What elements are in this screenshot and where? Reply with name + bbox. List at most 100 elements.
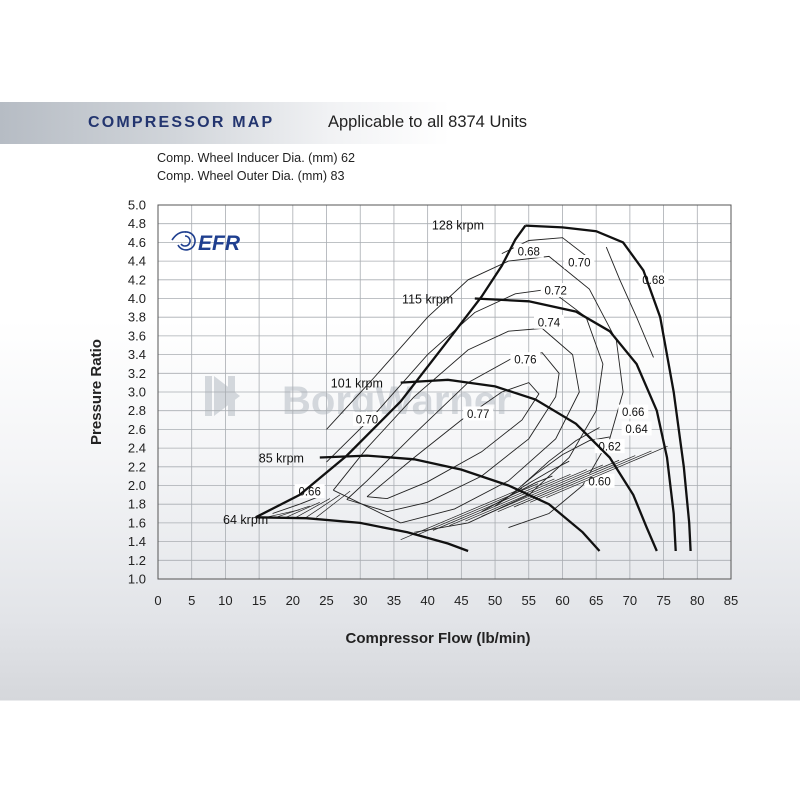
speed-line-label: 101 krpm <box>331 377 383 391</box>
efficiency-hatch-line <box>481 464 604 517</box>
efficiency-label: 0.77 <box>467 409 489 421</box>
inducer-diameter-spec: Comp. Wheel Inducer Dia. (mm) 62 <box>157 151 356 165</box>
x-tick-label: 20 <box>286 593 300 608</box>
y-tick-label: 3.6 <box>128 328 146 343</box>
x-tick-label: 75 <box>656 593 670 608</box>
efr-swirl-icon <box>171 231 196 251</box>
y-tick-label: 1.6 <box>128 515 146 530</box>
efficiency-hatch-line <box>432 478 555 531</box>
speed-line <box>474 297 677 552</box>
y-tick-label: 3.2 <box>128 366 146 381</box>
x-tick-label: 60 <box>555 593 569 608</box>
speed-line <box>255 516 469 553</box>
surge-line <box>255 224 527 519</box>
efficiency-hatch-line <box>275 505 310 518</box>
efficiency-label-bg <box>510 352 541 367</box>
efficiency-label: 0.74 <box>538 317 561 329</box>
efficiency-contour <box>346 352 560 513</box>
x-tick-label: 50 <box>488 593 502 608</box>
x-axis-title: Compressor Flow (lb/min) <box>345 630 530 647</box>
y-tick-label: 4.0 <box>128 291 146 306</box>
y-tick-label: 1.2 <box>128 553 146 568</box>
x-tick-label: 0 <box>154 593 161 608</box>
efficiency-label: 0.70 <box>356 415 378 427</box>
y-tick-label: 4.4 <box>128 254 146 269</box>
y-tick-label: 5.0 <box>128 198 146 213</box>
y-tick-label: 4.6 <box>128 235 146 250</box>
efr-logo: EFR <box>171 231 241 255</box>
x-tick-label: 55 <box>522 593 536 608</box>
efficiency-label: 0.66 <box>622 407 644 419</box>
borgwarner-logo-icon <box>205 376 240 416</box>
x-tick-label: 25 <box>319 593 333 608</box>
efficiency-label-bg <box>621 421 652 436</box>
y-tick-label: 1.0 <box>128 572 146 587</box>
y-tick-label: 2.4 <box>128 441 146 456</box>
efficiency-label: 0.62 <box>598 442 620 454</box>
axis-ticks: 0 5 10 15 20 25 30 35 40 45 50 55 60 65 70 75 80 85 1.0 1.2… <box>128 198 738 609</box>
efficiency-hatch-line <box>285 502 320 518</box>
y-tick-label: 1.4 <box>128 534 146 549</box>
y-axis-title: Pressure Ratio <box>88 339 105 445</box>
efficiency-hatch-line <box>296 498 331 518</box>
efficiency-contour <box>605 246 654 358</box>
efficiency-label-bg <box>463 406 494 421</box>
efficiency-label-bg <box>540 283 571 298</box>
efficiency-label-bg <box>584 473 615 488</box>
y-tick-label: 4.2 <box>128 272 146 287</box>
outer-diameter-spec: Comp. Wheel Outer Dia. (mm) 83 <box>157 169 345 183</box>
efficiency-label-bg <box>294 484 325 499</box>
y-tick-label: 2.0 <box>128 478 146 493</box>
efr-logo-text: EFR <box>198 232 241 255</box>
efficiency-hatch-line <box>449 473 571 527</box>
efficiency-label: 0.64 <box>625 424 648 436</box>
efficiency-hatch-line <box>529 450 652 503</box>
efficiency-hatch-line <box>400 487 523 541</box>
speed-line-label: 128 krpm <box>432 219 484 233</box>
efficiency-contour <box>326 255 624 529</box>
x-tick-label: 30 <box>353 593 367 608</box>
efficiency-label-bg <box>352 412 381 427</box>
x-tick-label: 80 <box>690 593 704 608</box>
title-banner <box>0 102 800 144</box>
efficiency-label: 0.68 <box>518 246 540 258</box>
chart-title: COMPRESSOR MAP <box>88 114 275 131</box>
y-tick-label: 3.8 <box>128 310 146 325</box>
efficiency-contour <box>332 327 580 524</box>
x-tick-label: 70 <box>623 593 637 608</box>
efficiency-islands: 0.770.760.740.720.700.680.680.660.640.62… <box>265 237 669 541</box>
efficiency-hatch-line <box>546 445 668 498</box>
efficiency-label: 0.72 <box>545 286 567 298</box>
x-tick-label: 65 <box>589 593 603 608</box>
efficiency-label-bg <box>533 314 564 329</box>
efficiency-hatch-line <box>465 469 587 522</box>
y-tick-label: 2.6 <box>128 422 146 437</box>
x-tick-label: 40 <box>420 593 434 608</box>
x-tick-label: 5 <box>188 593 195 608</box>
y-tick-label: 2.2 <box>128 459 146 474</box>
speed-line <box>319 454 601 552</box>
efficiency-hatch-line <box>316 490 351 518</box>
x-tick-label: 45 <box>454 593 468 608</box>
efficiency-contour <box>481 475 553 513</box>
efficiency-label: 0.76 <box>514 355 536 367</box>
efficiency-hatch-line <box>497 459 620 513</box>
efficiency-label: 0.66 <box>298 487 320 499</box>
efficiency-label: 0.60 <box>588 476 610 488</box>
y-tick-label: 3.4 <box>128 347 146 362</box>
speed-line <box>400 378 658 552</box>
y-tick-label: 4.8 <box>128 216 146 231</box>
efficiency-hatch-line <box>306 494 341 518</box>
efficiency-label-bg <box>618 404 649 419</box>
surge-line-group <box>255 224 527 519</box>
speed-line-label: 115 krpm <box>402 292 453 306</box>
x-tick-label: 15 <box>252 593 266 608</box>
x-tick-label: 10 <box>218 593 232 608</box>
y-tick-label: 2.8 <box>128 403 146 418</box>
speed-line-label: 85 krpm <box>259 451 304 465</box>
speed-line <box>525 224 692 552</box>
efficiency-label: 0.70 <box>568 257 590 269</box>
efficiency-label-bg <box>564 254 595 269</box>
